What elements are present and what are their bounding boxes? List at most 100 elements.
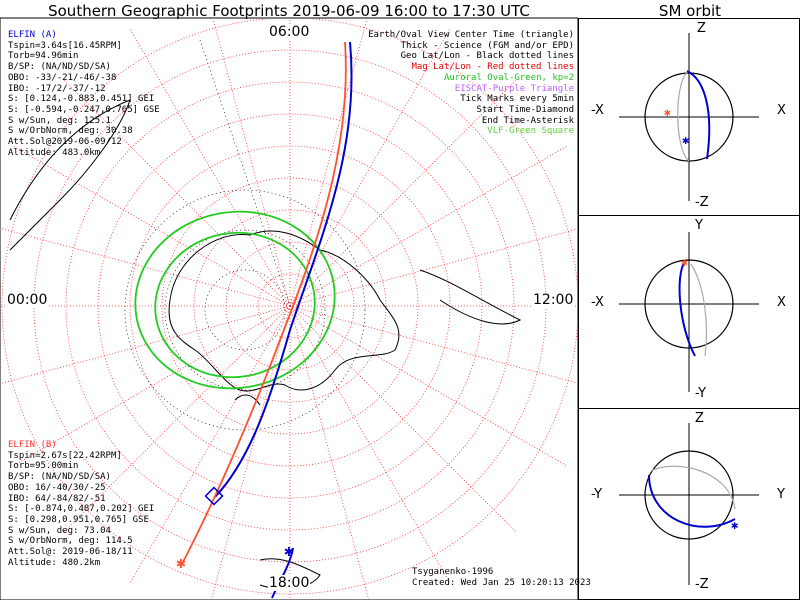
mag-lat-circle: [161, 177, 419, 435]
elfin-a-line: S w/OrbNorm, deg: 30.38: [8, 126, 133, 137]
axis-right: X: [777, 295, 786, 310]
footprint-map: ✱✱: [0, 17, 578, 600]
mag-lon-line: [289, 80, 516, 307]
elfin-b-line: Att.Sol@: 2019-06-18/11: [8, 547, 133, 558]
sm-plot-yz: ✱: [619, 423, 759, 585]
elfin-a-line: Altitude: 483.0km: [8, 147, 101, 158]
auroral-oval: [134, 210, 336, 390]
sm-a-end-marker: ✱: [731, 518, 738, 532]
legend-item: Auroral Oval-Green, kp=2: [443, 72, 574, 83]
legend-item: Tick Marks every 5min: [460, 94, 574, 105]
map-frame: [0, 17, 578, 600]
mag-lon-line: [289, 305, 450, 583]
elfin-b-info: ELFIN (B) Tspin=2.67s[22.42RPM] Torb=95.…: [8, 440, 154, 568]
axis-top: Z: [695, 411, 704, 426]
legend-item: End Time-Asterisk: [481, 115, 574, 126]
mag-lat-circle: [65, 81, 515, 531]
elfin-a-track: [214, 41, 353, 498]
elfin-a-track-end: [271, 547, 294, 599]
sm-panel-xy: ✱ Y -Y -X X: [578, 215, 800, 409]
mag-lon-line: [130, 29, 291, 307]
mag-lon-line: [211, 305, 291, 599]
elfin-a-info: ELFIN (A) Tspin=3.64s[16.45RPM] Torb=94.…: [8, 30, 160, 158]
clock-label-bottom: 18:00: [268, 575, 311, 591]
elfin-b-line: B/SP: (NA/ND/SD/SA): [8, 472, 111, 483]
start-diamond: [204, 486, 224, 506]
axis-left: -X: [591, 295, 604, 310]
axis-bottom: -Z: [695, 577, 709, 592]
axis-bottom: -Z: [695, 195, 709, 210]
legend-item: Mag Lat/Lon - Red dotted lines: [411, 62, 574, 73]
elfin-b-line: Altitude: 480.2km: [8, 557, 101, 568]
mag-lon-line: [289, 305, 567, 466]
clock-label-top: 06:00: [268, 24, 311, 40]
mag-lon-line: [289, 305, 577, 384]
mag-lon-line: [289, 146, 567, 307]
elfin-b-line: S w/OrbNorm, deg: 114.5: [8, 536, 133, 547]
elfin-a-line: Tspin=3.64s[16.45RPM]: [8, 40, 122, 51]
peninsula-coast: [234, 394, 261, 406]
created-label: Created: Wed Jan 25 10:20:13 2023: [412, 577, 591, 588]
legend-item: EISCAT-Purple Triangle: [454, 83, 574, 94]
axis-left: -Y: [591, 487, 603, 502]
elfin-b-line: S: [0.298,0.951,0.765] GSE: [8, 514, 149, 525]
south-america-coast: [419, 269, 522, 325]
elfin-b-track: [182, 41, 347, 563]
sm-panel-xz: ✱ ✱ Z -Z -X X: [578, 18, 800, 216]
elfin-a-line: Torb=94.96min: [8, 51, 79, 62]
axis-left: -X: [591, 103, 604, 118]
legend-item: VLF-Green Square: [487, 126, 574, 137]
axis-right: X: [777, 103, 786, 118]
mag-lon-line: [1, 228, 291, 307]
sm-b-end-marker: ✱: [664, 106, 671, 119]
elfin-b-name: ELFIN (B): [8, 440, 57, 450]
geo-lat-circle: [124, 189, 366, 431]
elfin-a-name: ELFIN (A): [8, 30, 57, 40]
mag-lon-line: [64, 305, 291, 532]
mag-lon-line: [130, 305, 291, 583]
axis-top: Y: [695, 218, 703, 233]
mag-lon-line: [212, 19, 291, 307]
end-asterisk: ✱: [284, 541, 294, 560]
elfin-b-line: Tspin=2.67s[22.42RPM]: [8, 450, 122, 461]
mag-lon-line: [13, 146, 291, 307]
elfin-b-line: IBO: 64/-84/82/-51: [8, 493, 106, 504]
antarctica-coast: [168, 230, 400, 392]
sm-a-end-marker: ✱: [682, 133, 689, 147]
elfin-a-line: S: [-0.594,-0.247,0.765] GSE: [8, 104, 160, 115]
elfin-a-line: S w/Sun, deg: 125.1: [8, 115, 111, 126]
mag-lon-line: [289, 305, 516, 532]
axis-right: Y: [777, 487, 785, 502]
legend: Earth/Oval View Center Time (triangle) T…: [368, 30, 574, 137]
elfin-a-line: B/SP: (NA/ND/SD/SA): [8, 62, 111, 73]
mag-lon-line: [289, 19, 368, 307]
legend-item: Thick - Science (FGM and/or EPD): [400, 40, 574, 51]
elfin-b-line: S: [-0.874,0.487,0.202] GEI: [8, 504, 155, 515]
sm-panel-yz: ✱ Z -Z -Y Y: [578, 408, 800, 600]
mag-lat-circle: [257, 273, 323, 339]
mag-lon-line: [64, 80, 291, 307]
plot-title: Southern Geographic Footprints 2019-06-0…: [48, 2, 530, 20]
mag-lon-line: [289, 228, 577, 307]
oval-inner: [154, 231, 316, 379]
grid-lines: [1, 19, 577, 599]
clock-label-right: 12:00: [532, 292, 575, 308]
elfin-b-line: S w/Sun, deg: 73.04: [8, 525, 111, 536]
oval-outer: [134, 210, 336, 390]
mag-lon-line: [289, 305, 369, 599]
axis-top: Z: [697, 21, 706, 36]
geo-lon-line: [199, 39, 291, 307]
legend-item: Earth/Oval View Center Time (triangle): [368, 30, 574, 40]
geo-lat-circle: [204, 269, 286, 351]
axis-bottom: -Y: [695, 386, 707, 401]
elfin-b-line: OBO: 16/-40/30/-25: [8, 482, 106, 493]
legend-item: Geo Lat/Lon - Black dotted lines: [400, 51, 574, 62]
geo-lat-circle: [164, 229, 326, 391]
sm-orbit-title: SM orbit: [658, 2, 722, 20]
elfin-a-line: Att.Sol@2019-06-09/12: [8, 137, 122, 148]
mag-lon-line: [13, 305, 291, 466]
australia-coast: [9, 99, 131, 251]
sm-plot-xz: ✱ ✱: [619, 33, 759, 201]
footer: Tsyganenko-1996 Created: Wed Jan 25 10:2…: [412, 567, 591, 588]
elfin-b-line: Torb=95.00min: [8, 461, 79, 472]
